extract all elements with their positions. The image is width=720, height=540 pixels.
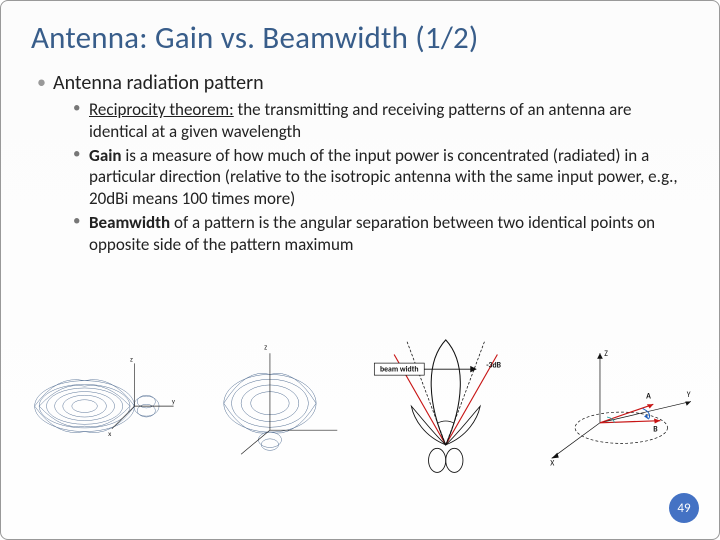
- axis-y-label: Y: [686, 391, 690, 400]
- arrow-a-label: A: [646, 392, 651, 401]
- svg-text:y: y: [172, 396, 176, 405]
- bullet-l2-text: of a pattern is the angular separation b…: [89, 212, 655, 255]
- bullet-l2-item: Reciprocity theorem: the transmitting an…: [73, 99, 689, 143]
- lobe-svg-1: y z x: [21, 338, 185, 474]
- axes-svg: Z Y X A B: [536, 346, 700, 467]
- slide-container: Antenna: Gain vs. Beamwidth (1/2) Antenn…: [0, 0, 720, 540]
- figure-3d-lobe-2: z: [193, 326, 357, 486]
- axis-x-label: X: [550, 459, 554, 466]
- bullet-l1-item: Antenna radiation pattern Reciprocity th…: [37, 71, 689, 255]
- svg-text:x: x: [108, 429, 112, 438]
- page-number-text: 49: [677, 501, 690, 516]
- term-reciprocity: Reciprocity theorem:: [89, 99, 234, 120]
- bullet-list-level2: Reciprocity theorem: the transmitting an…: [53, 99, 689, 255]
- bullet-l1-text: Antenna radiation pattern: [53, 71, 264, 95]
- lobe-svg-2: z: [193, 334, 357, 478]
- minus3db-label: -3dB: [486, 361, 501, 370]
- figure-row: y z x: [21, 321, 699, 491]
- axis-z-label: Z: [604, 350, 608, 359]
- term-beamwidth: Beamwidth: [89, 212, 170, 233]
- bullet-list-level1: Antenna radiation pattern Reciprocity th…: [31, 71, 689, 255]
- figure-3d-lobe-1: y z x: [21, 326, 185, 486]
- svg-text:z: z: [130, 354, 133, 363]
- beamwidth-svg: beam width -3dB: [364, 333, 528, 479]
- beamwidth-label-text: beam width: [380, 366, 419, 375]
- figure-beamwidth-polar: beam width -3dB: [364, 326, 528, 486]
- figure-3d-axes: Z Y X A B: [536, 326, 700, 486]
- slide-title: Antenna: Gain vs. Beamwidth (1/2): [31, 19, 689, 57]
- term-gain: Gain: [89, 145, 122, 166]
- bullet-l2-item: Beamwidth of a pattern is the angular se…: [73, 212, 689, 256]
- svg-text:z: z: [264, 343, 267, 352]
- page-number-badge: 49: [669, 493, 699, 523]
- bullet-l2-item: Gain is a measure of how much of the inp…: [73, 145, 689, 210]
- bullet-l2-text: is a measure of how much of the input po…: [89, 145, 678, 210]
- arrow-b-label: B: [653, 425, 658, 434]
